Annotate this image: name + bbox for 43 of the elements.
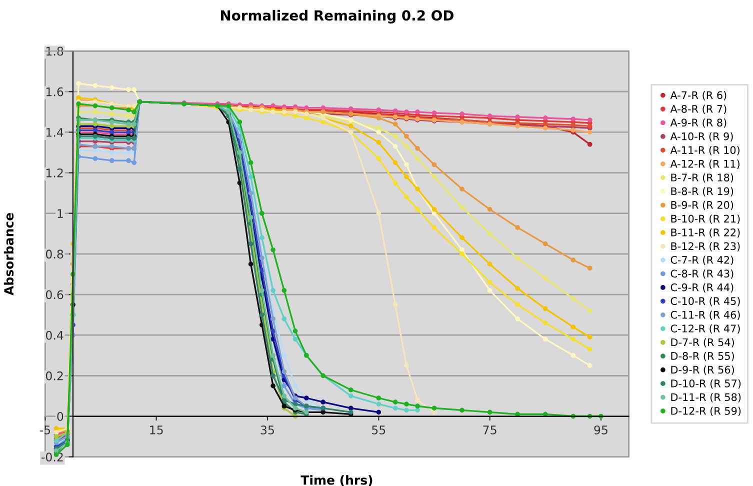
legend-label: B-7-R (R 18) — [671, 173, 734, 183]
legend-label: B-11-R (R 22) — [671, 228, 740, 238]
legend-label: D-11-R (R 58) — [671, 393, 741, 402]
y-tick-label: 0.2 — [46, 371, 63, 380]
legend-label: C-9-R (R 44) — [670, 283, 734, 292]
legend-label: C-12-R (R 47) — [670, 324, 740, 334]
y-tick-label: 1 — [58, 209, 63, 218]
x-tick-label: 35 — [260, 425, 274, 434]
y-tick-label: 1.4 — [46, 128, 64, 137]
legend-label: D-8-R (R 55) — [671, 352, 734, 362]
chart-title: Normalized Remaining 0.2 OD — [221, 10, 454, 24]
x-tick-label: -5 — [40, 426, 50, 434]
y-tick-label: 0.8 — [46, 250, 64, 259]
y-tick-label: -0.2 — [41, 452, 63, 462]
y-axis-title: Absorbance — [4, 213, 14, 296]
x-tick-label: 15 — [150, 426, 163, 434]
x-tick-label: 95 — [594, 425, 608, 434]
legend-label: A-9-R (R 8) — [670, 118, 726, 128]
legend-label: B-12-R (R 23) — [671, 242, 740, 252]
legend-label: D-12-R (R 59) — [671, 406, 741, 416]
y-tick-label: 1.2 — [46, 168, 63, 178]
x-tick-label: 55 — [372, 426, 386, 434]
legend-label: D-9-R (R 56) — [671, 366, 734, 375]
legend-label: D-7-R (R 54) — [671, 338, 734, 348]
y-tick-label: 1.6 — [46, 87, 64, 96]
legend-label: A-7-R (R 6) — [670, 91, 726, 100]
y-tick-label: 0.4 — [46, 330, 64, 340]
x-axis-title: Time (hrs) — [300, 475, 372, 486]
legend-label: B-9-R (R 20) — [671, 200, 734, 210]
x-tick-label: 75 — [483, 426, 496, 434]
legend-label: A-12-R (R 11) — [670, 160, 740, 169]
legend-label: C-7-R (R 42) — [670, 256, 734, 266]
legend-label: C-8-R (R 43) — [670, 269, 734, 279]
legend-label: D-10-R (R 57) — [671, 379, 741, 389]
legend-label: C-11-R (R 46) — [670, 310, 740, 320]
legend-label: C-10-R (R 45) — [670, 296, 740, 306]
y-tick-label: 0 — [57, 412, 64, 421]
legend-label: A-10-R (R 9) — [670, 132, 733, 142]
legend-label: B-8-R (R 19) — [671, 187, 734, 196]
legend-label: A-8-R (R 7) — [670, 104, 726, 114]
legend-label: B-10-R (R 21) — [671, 214, 740, 224]
y-tick-label: 0.6 — [46, 290, 64, 300]
legend-label: A-11-R (R 10) — [670, 146, 740, 156]
